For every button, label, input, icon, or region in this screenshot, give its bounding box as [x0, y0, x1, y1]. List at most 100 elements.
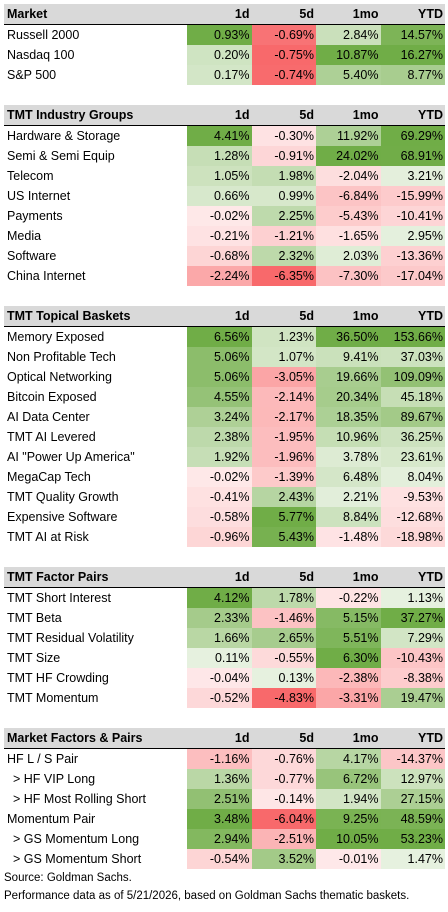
value-cell: -2.17% [251, 407, 316, 427]
row-name: TMT Momentum [7, 691, 99, 705]
value-cell: 1.13% [380, 587, 445, 608]
data-row: TMT Quality Growth -0.41% 2.43% 2.21% -9.53% [4, 487, 445, 507]
row-name: Media [7, 229, 42, 243]
row-name: TMT AI Levered [7, 430, 96, 444]
value-cell: 5.51% [316, 628, 381, 648]
value-cell: -0.96% [187, 527, 252, 547]
value-cell: -1.21% [251, 226, 316, 246]
section-title: Market Factors & Pairs [4, 728, 187, 749]
value-cell: 48.59% [380, 809, 445, 829]
value-cell: 11.92% [316, 125, 381, 146]
value-cell: 1.36% [187, 769, 252, 789]
row-name: TMT AI at Risk [7, 530, 89, 544]
data-row: TMT Beta 2.33% -1.46% 5.15% 37.27% [4, 608, 445, 628]
row-name: Software [7, 249, 57, 263]
value-cell: 109.09% [380, 367, 445, 387]
row-name: Non Profitable Tech [7, 350, 116, 364]
data-row: > GS Momentum Long 2.94% -2.51% 10.05% 53.23… [4, 829, 445, 849]
row-name: China Internet [7, 269, 86, 283]
row-name: TMT Size [7, 651, 61, 665]
value-cell: 5.06% [187, 347, 252, 367]
row-name: TMT Residual Volatility [7, 631, 134, 645]
column-header: YTD [380, 105, 445, 126]
value-cell: 2.95% [380, 226, 445, 246]
value-cell: -15.99% [380, 186, 445, 206]
column-header: 5d [251, 105, 316, 126]
value-cell: 5.40% [316, 65, 381, 85]
value-cell: -0.52% [187, 688, 252, 708]
value-cell: 2.51% [187, 789, 252, 809]
value-cell: -0.77% [251, 769, 316, 789]
column-header: 1mo [316, 306, 381, 327]
row-name: Optical Networking [7, 370, 112, 384]
column-header: 1d [187, 728, 252, 749]
value-cell: 4.55% [187, 387, 252, 407]
value-cell: 2.84% [316, 24, 381, 45]
value-cell: -6.04% [251, 809, 316, 829]
column-header: 5d [251, 4, 316, 25]
column-header: YTD [380, 567, 445, 588]
data-row: Hardware & Storage 4.41% -0.30% 11.92% 69.29… [4, 125, 445, 146]
value-cell: 6.56% [187, 326, 252, 347]
value-cell: -4.83% [251, 688, 316, 708]
data-row: > HF VIP Long 1.36% -0.77% 6.72% 12.97% [4, 769, 445, 789]
value-cell: 3.48% [187, 809, 252, 829]
value-cell: 1.47% [380, 849, 445, 869]
data-row: > HF Most Rolling Short 2.51% -0.14% 1.94% 2… [4, 789, 445, 809]
value-cell: 1.98% [251, 166, 316, 186]
value-cell: 5.43% [251, 527, 316, 547]
data-row: AI "Power Up America" 1.92% -1.96% 3.78% 23.… [4, 447, 445, 467]
column-header: 5d [251, 728, 316, 749]
column-header: 1d [187, 306, 252, 327]
value-cell: -1.48% [316, 527, 381, 547]
value-cell: -3.31% [316, 688, 381, 708]
section-title: TMT Factor Pairs [4, 567, 187, 588]
section-table: Market 1d 5d 1mo YTD Russell 2000 0.93% -0.69% 2… [4, 4, 445, 85]
row-name: TMT Beta [7, 611, 62, 625]
value-cell: 0.20% [187, 45, 252, 65]
value-cell: -0.68% [187, 246, 252, 266]
row-name: Momentum Pair [7, 812, 96, 826]
value-cell: 1.23% [251, 326, 316, 347]
value-cell: 5.06% [187, 367, 252, 387]
data-row: Optical Networking 5.06% -3.05% 19.66% 109.0… [4, 367, 445, 387]
row-name: MegaCap Tech [7, 470, 91, 484]
value-cell: 10.87% [316, 45, 381, 65]
value-cell: 2.25% [251, 206, 316, 226]
data-row: Expensive Software -0.58% 5.77% 8.84% -12.68… [4, 507, 445, 527]
section-table: Market Factors & Pairs 1d 5d 1mo YTD HF L / S… [4, 728, 445, 869]
value-cell: -0.14% [251, 789, 316, 809]
row-name: TMT HF Crowding [7, 671, 109, 685]
column-header: 1mo [316, 4, 381, 25]
value-cell: -0.21% [187, 226, 252, 246]
value-cell: 2.38% [187, 427, 252, 447]
header-row: TMT Factor Pairs 1d 5d 1mo YTD [4, 567, 445, 588]
data-row: Payments -0.02% 2.25% -5.43% -10.41% [4, 206, 445, 226]
value-cell: -10.43% [380, 648, 445, 668]
value-cell: 2.43% [251, 487, 316, 507]
value-cell: 3.52% [251, 849, 316, 869]
value-cell: -0.22% [316, 587, 381, 608]
value-cell: 1.05% [187, 166, 252, 186]
note: Performance data as of 5/21/2026, based … [4, 890, 410, 902]
value-cell: 1.94% [316, 789, 381, 809]
column-header: 1d [187, 567, 252, 588]
value-cell: 36.50% [316, 326, 381, 347]
value-cell: 10.96% [316, 427, 381, 447]
value-cell: 2.03% [316, 246, 381, 266]
value-cell: 0.66% [187, 186, 252, 206]
row-name: > GS Momentum Short [13, 852, 142, 866]
value-cell: -0.02% [187, 206, 252, 226]
value-cell: -14.37% [380, 748, 445, 769]
value-cell: -0.02% [187, 467, 252, 487]
value-cell: 24.02% [316, 146, 381, 166]
data-row: Semi & Semi Equip 1.28% -0.91% 24.02% 68.91% [4, 146, 445, 166]
value-cell: 4.17% [316, 748, 381, 769]
value-cell: 1.07% [251, 347, 316, 367]
row-name: AI Data Center [7, 410, 90, 424]
source: Source: Goldman Sachs. [4, 872, 132, 884]
value-cell: 10.05% [316, 829, 381, 849]
data-row: Software -0.68% 2.32% 2.03% -13.36% [4, 246, 445, 266]
value-cell: 0.13% [251, 668, 316, 688]
